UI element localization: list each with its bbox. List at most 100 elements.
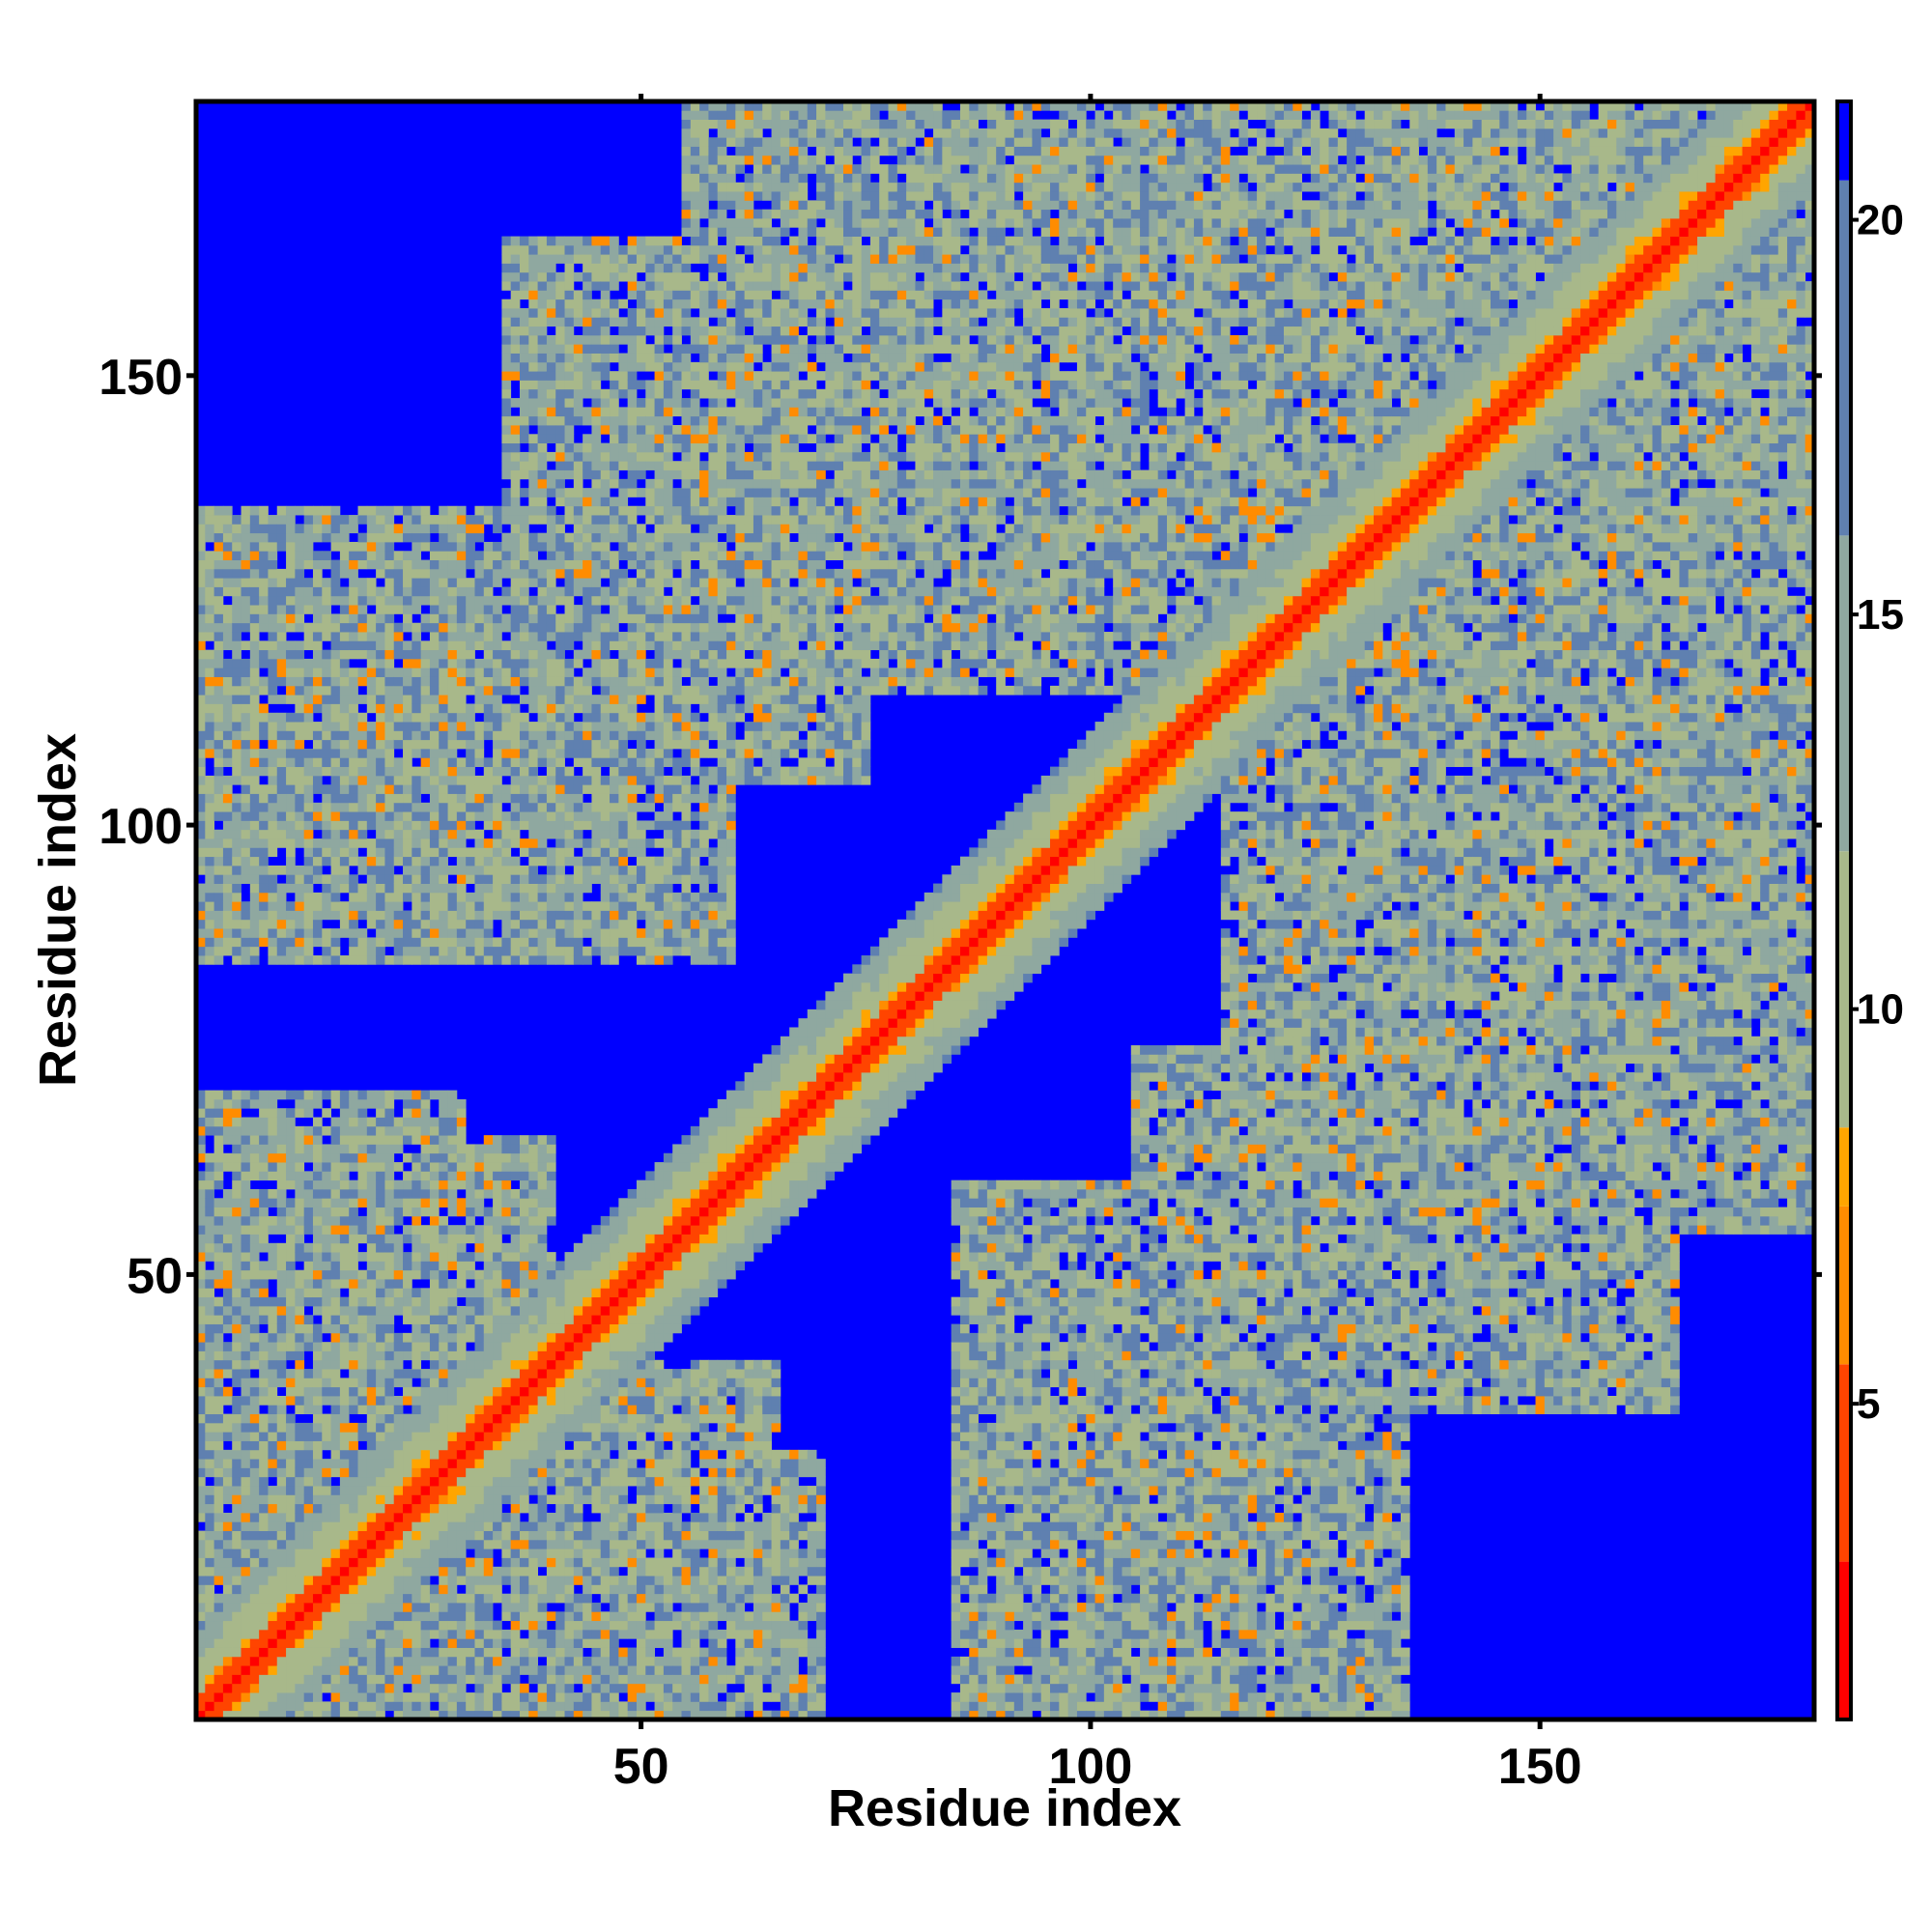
heatmap-cell xyxy=(340,1387,350,1397)
heatmap-cell xyxy=(511,569,521,579)
heatmap-cell xyxy=(232,1369,242,1378)
heatmap-cell xyxy=(286,776,296,785)
heatmap-cell xyxy=(223,640,233,650)
heatmap-cell xyxy=(520,488,529,497)
heatmap-cell xyxy=(520,874,529,884)
heatmap-cell xyxy=(349,1153,358,1163)
heatmap-cell xyxy=(242,1504,251,1514)
heatmap-cell xyxy=(232,1099,242,1109)
heatmap-cell xyxy=(331,1638,341,1648)
heatmap-cell xyxy=(484,1297,494,1307)
heatmap-cell xyxy=(295,1208,304,1217)
heatmap-cell xyxy=(565,659,575,668)
heatmap-cell xyxy=(538,730,548,740)
heatmap-cell xyxy=(439,1567,448,1577)
heatmap-cell xyxy=(430,1243,440,1253)
heatmap-cell xyxy=(322,1350,331,1360)
heatmap-cell xyxy=(403,668,412,677)
heatmap-cell xyxy=(565,1701,575,1711)
heatmap-cell xyxy=(232,1091,242,1100)
heatmap-cell xyxy=(286,668,296,677)
heatmap-cell xyxy=(349,1118,358,1127)
heatmap-cell xyxy=(501,596,511,606)
heatmap-cell xyxy=(250,838,260,848)
heatmap-cell xyxy=(286,605,296,614)
heatmap-cell xyxy=(304,847,314,857)
heatmap-cell xyxy=(232,613,242,623)
heatmap-cell xyxy=(501,677,511,687)
heatmap-cell xyxy=(322,1576,331,1585)
heatmap-cell xyxy=(214,874,224,884)
heatmap-cell xyxy=(295,1252,304,1262)
heatmap-cell xyxy=(304,1216,314,1226)
heatmap-cell xyxy=(304,1099,314,1109)
heatmap-cell xyxy=(421,803,431,812)
heatmap-cell xyxy=(205,695,214,704)
heatmap-cell xyxy=(501,784,511,794)
heatmap-cell xyxy=(511,955,521,965)
heatmap-cell xyxy=(421,1297,431,1307)
heatmap-cell xyxy=(331,1135,341,1145)
heatmap-cell xyxy=(313,1630,323,1639)
heatmap-cell xyxy=(501,443,511,453)
heatmap-cell xyxy=(430,515,440,525)
heatmap-cell xyxy=(232,1558,242,1568)
heatmap-cell xyxy=(528,264,538,273)
heatmap-cell xyxy=(331,1369,341,1378)
heatmap-cell xyxy=(511,1235,521,1244)
heatmap-cell xyxy=(547,1306,556,1316)
heatmap-cell xyxy=(403,847,412,857)
heatmap-cell xyxy=(277,1584,287,1594)
heatmap-cell xyxy=(331,722,341,731)
heatmap-cell xyxy=(421,1118,431,1127)
heatmap-cell xyxy=(313,1099,323,1109)
heatmap-cell xyxy=(547,389,556,399)
heatmap-cell xyxy=(331,1432,341,1441)
heatmap-cell xyxy=(394,533,404,543)
heatmap-cell xyxy=(520,317,529,327)
heatmap-cell xyxy=(268,911,277,921)
heatmap-cell xyxy=(547,1342,556,1351)
heatmap-cell xyxy=(295,757,304,767)
heatmap-cell xyxy=(331,1621,341,1631)
heatmap-cell xyxy=(268,632,277,641)
heatmap-cell xyxy=(214,1306,224,1316)
heatmap-cell xyxy=(250,1441,260,1451)
heatmap-cell xyxy=(394,722,404,731)
heatmap-cell xyxy=(313,695,323,704)
heatmap-cell xyxy=(511,560,521,570)
heatmap-cell xyxy=(421,1108,431,1118)
heatmap-cell xyxy=(340,1603,350,1612)
heatmap-cell xyxy=(250,803,260,812)
heatmap-cell xyxy=(232,776,242,785)
heatmap-cell xyxy=(295,677,304,687)
heatmap-cell xyxy=(250,613,260,623)
heatmap-cell xyxy=(205,866,214,875)
heatmap-cell xyxy=(295,1279,304,1289)
heatmap-cell xyxy=(277,1180,287,1190)
heatmap-cell xyxy=(268,794,277,804)
heatmap-cell xyxy=(250,1467,260,1477)
heatmap-cell xyxy=(493,937,502,947)
heatmap-cell xyxy=(528,1621,538,1631)
heatmap-cell xyxy=(376,677,385,687)
heatmap-cell xyxy=(376,1135,385,1145)
heatmap-cell xyxy=(511,1584,521,1594)
heatmap-cell xyxy=(349,1450,358,1460)
heatmap-cell xyxy=(268,1648,277,1658)
heatmap-cell xyxy=(466,613,475,623)
heatmap-cell xyxy=(501,354,511,363)
heatmap-cell xyxy=(358,893,368,902)
heatmap-cell xyxy=(528,290,538,299)
heatmap-cell xyxy=(474,587,484,597)
heatmap-cell xyxy=(394,884,404,894)
heatmap-cell xyxy=(448,1611,458,1621)
heatmap-cell xyxy=(448,569,458,579)
heatmap-cell xyxy=(511,461,521,470)
heatmap-cell xyxy=(528,1216,538,1226)
heatmap-cell xyxy=(214,1630,224,1639)
heatmap-cell xyxy=(250,1198,260,1208)
heatmap-cell xyxy=(511,713,521,723)
heatmap-cell xyxy=(466,1396,475,1406)
heatmap-cell xyxy=(223,803,233,812)
